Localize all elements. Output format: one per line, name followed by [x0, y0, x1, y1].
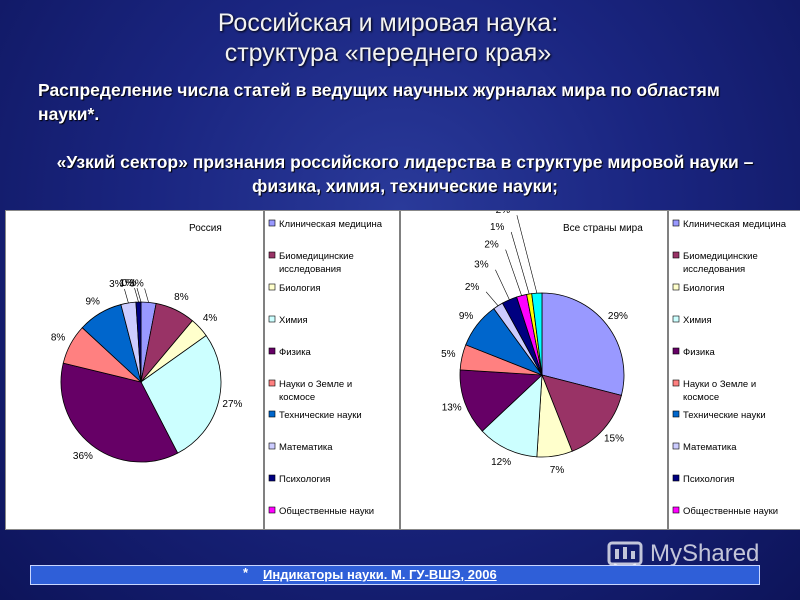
legend-label-world-6: Технические науки	[683, 410, 766, 421]
pie-slice-world-0	[541, 292, 625, 396]
pie-slice-world-3	[481, 374, 543, 458]
pie-leader-russia-8	[134, 287, 139, 303]
pie-label-world-2: 7%	[550, 465, 565, 476]
pie-label-world-7: 2%	[465, 282, 480, 293]
charts-svg: Россия3%8%4%27%36%8%9%3%1%0%Клиническая …	[51, 211, 787, 529]
legend-swatch-world-3	[672, 315, 680, 323]
legend-label-world-4: Физика	[683, 347, 716, 358]
pie-slice-world-1	[541, 374, 622, 452]
pie-label-world-4: 13%	[442, 403, 462, 414]
legend-label-russia-1-line1: исследования	[279, 264, 341, 275]
legend-label-russia-5-line1: космосе	[279, 392, 315, 403]
legend-swatch-world-1	[672, 251, 680, 259]
legend-label-russia-9: Общественные науки	[279, 506, 374, 517]
pie-label-world-9: 2%	[484, 240, 499, 251]
legend-swatch-russia-9	[268, 506, 276, 514]
slide-title: Российская и мировая наука: структура «п…	[0, 8, 776, 68]
pie-slice-world-4	[459, 369, 543, 432]
pie-label-russia-4: 36%	[73, 451, 93, 462]
legend-label-world-0: Клиническая медицина	[683, 219, 787, 230]
pie-title-russia: Россия	[189, 223, 222, 234]
legend-label-world-9: Общественные науки	[683, 506, 778, 517]
pie-label-russia-9: 0%	[122, 278, 137, 289]
legend-swatch-russia-3	[268, 315, 276, 323]
pie-label-russia-7: 3%	[109, 279, 124, 290]
pie-label-russia-2: 4%	[203, 313, 218, 324]
pie-label-russia-0: 3%	[129, 278, 144, 289]
legend-swatch-russia-0	[268, 219, 276, 227]
pie-label-world-8: 3%	[474, 260, 489, 271]
legend-swatch-russia-2	[268, 283, 276, 291]
pie-label-russia-5: 8%	[51, 333, 66, 344]
legend-label-russia-6: Технические науки	[279, 410, 362, 421]
pie-slice-russia-3	[140, 335, 222, 454]
legend-swatch-world-8	[672, 474, 680, 482]
legend-label-russia-5: Науки о Земле и	[279, 379, 352, 390]
legend-label-world-5-line1: космосе	[683, 392, 719, 403]
reference-link[interactable]: Индикаторы науки. М. ГУ-ВШЭ, 2006	[263, 567, 497, 582]
pie-label-russia-3: 27%	[222, 399, 242, 410]
slide-highlight: «Узкий сектор» признания российского лид…	[56, 152, 754, 196]
legend-swatch-russia-7	[268, 442, 276, 450]
pie-label-world-1: 15%	[604, 434, 624, 445]
pie-label-russia-8: 1%	[119, 278, 134, 289]
legend-label-russia-1: Биомедицинские	[279, 251, 354, 262]
pie-leader-russia-9	[136, 287, 142, 303]
legend-swatch-world-2	[672, 283, 680, 291]
pie-leader-world-9	[505, 249, 522, 296]
legend-swatch-russia-1	[268, 251, 276, 259]
legend-swatch-russia-4	[268, 347, 276, 355]
pie-leader-world-7	[485, 291, 499, 306]
pie-title-world: Все страны мира	[563, 223, 643, 234]
pie-label-world-11: 2%	[496, 211, 511, 216]
legend-swatch-world-9	[672, 506, 680, 514]
pie-label-world-6: 9%	[459, 311, 474, 322]
pie-leader-world-8	[495, 269, 510, 300]
footnote-star: *	[243, 565, 249, 580]
legend-swatch-world-6	[672, 410, 680, 418]
legend-label-world-5: Науки о Земле и	[683, 379, 756, 390]
legend-label-world-8: Психология	[683, 474, 734, 485]
footer-reference-bar: * Индикаторы науки. М. ГУ-ВШЭ, 2006	[30, 565, 760, 585]
charts-panel: Россия 3% 8% 4% 27% 36% 8% 9% 3% 1% 0% Клиническая …	[5, 210, 800, 530]
legend-label-russia-8: Психология	[279, 474, 330, 485]
pie-slice-russia-4	[60, 362, 179, 463]
pie-label-russia-1: 8%	[174, 292, 189, 303]
pie-label-world-10: 1%	[490, 222, 505, 233]
legend-label-russia-2: Биология	[279, 283, 320, 294]
legend-label-world-3: Химия	[683, 315, 712, 326]
legend-swatch-world-5	[672, 379, 680, 387]
legend-swatch-world-4	[672, 347, 680, 355]
pie-label-world-3: 12%	[491, 457, 511, 468]
slide-subtitle: Распределение числа статей в ведущих нау…	[38, 80, 720, 124]
slide-title-line2: структура «переднего края»	[224, 39, 552, 67]
legend-swatch-world-0	[672, 219, 680, 227]
legend-label-world-1-line1: исследования	[683, 264, 745, 275]
legend-swatch-russia-5	[268, 379, 276, 387]
watermark-text: MyShared	[650, 540, 760, 567]
pie-leader-world-10	[510, 231, 530, 295]
legend-label-russia-0: Клиническая медицина	[279, 219, 383, 230]
legend-swatch-russia-8	[268, 474, 276, 482]
pie-leader-world-11	[516, 215, 538, 294]
legend-label-russia-7: Математика	[279, 442, 333, 453]
legend-label-world-7: Математика	[683, 442, 737, 453]
legend-label-russia-4: Физика	[279, 347, 312, 358]
legend-swatch-world-7	[672, 442, 680, 450]
legend-label-world-2: Биология	[683, 283, 724, 294]
legend-swatch-russia-6	[268, 410, 276, 418]
watermark: MyShared	[606, 534, 786, 574]
pie-leader-russia-7	[124, 288, 129, 304]
slide-title-line1: Российская и мировая наука:	[217, 9, 559, 37]
pie-leader-russia-0	[144, 288, 149, 303]
pie-label-world-5: 5%	[441, 349, 456, 360]
pie-label-russia-6: 9%	[85, 296, 100, 307]
legend-label-world-1: Биомедицинские	[683, 251, 758, 262]
legend-label-russia-3: Химия	[279, 315, 308, 326]
pie-label-world-0: 29%	[608, 311, 628, 322]
